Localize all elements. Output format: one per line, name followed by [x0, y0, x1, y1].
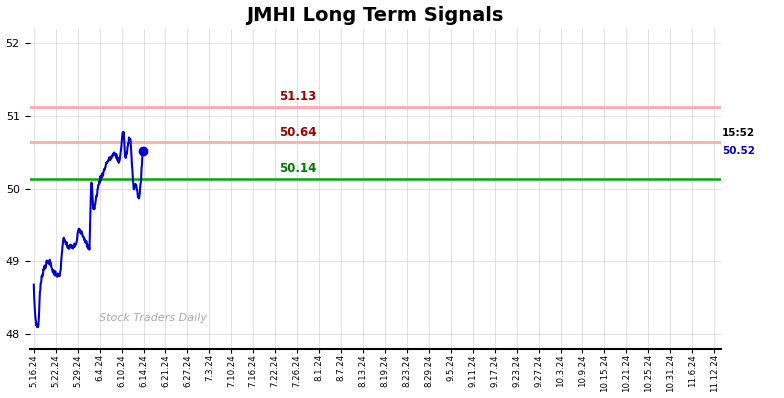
Title: JMHI Long Term Signals: JMHI Long Term Signals [246, 6, 504, 25]
Text: 15:52: 15:52 [722, 128, 755, 138]
Text: 50.64: 50.64 [280, 126, 317, 139]
Text: 50.52: 50.52 [722, 146, 755, 156]
Text: Stock Traders Daily: Stock Traders Daily [99, 313, 207, 323]
Text: 51.13: 51.13 [280, 90, 317, 103]
Text: 50.14: 50.14 [280, 162, 317, 175]
